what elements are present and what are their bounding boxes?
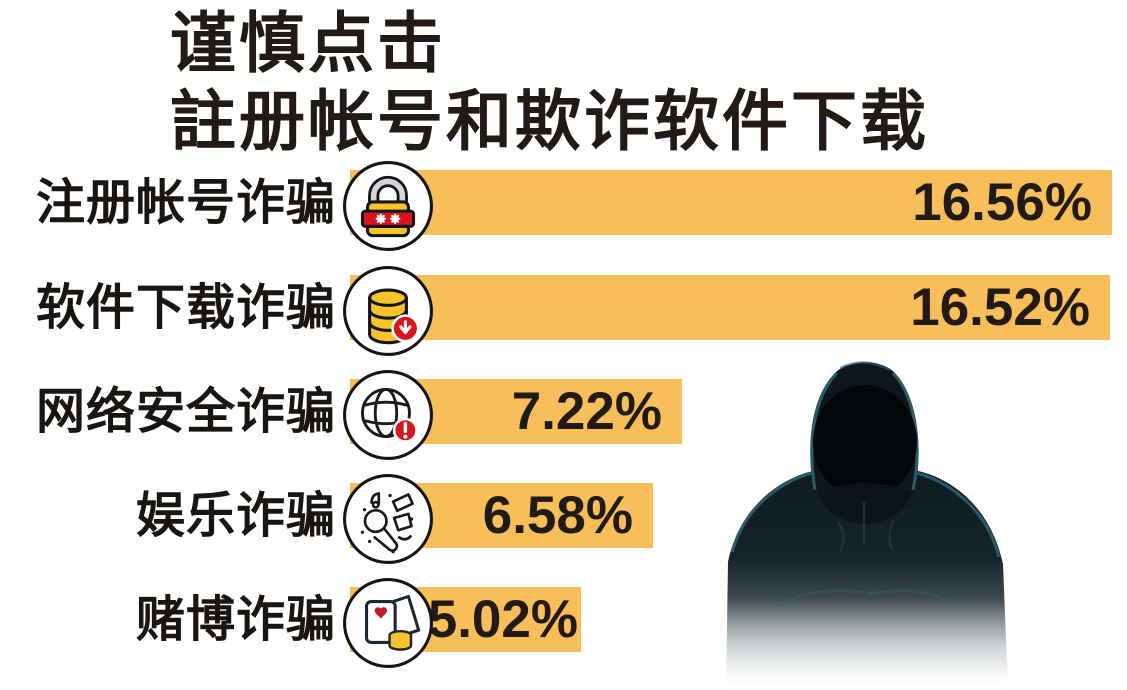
title-line-2: 註册帐号和欺诈软件下载	[170, 84, 929, 158]
bar-category-label: 软件下载诈骗	[35, 281, 336, 335]
playing-cards-icon	[342, 577, 434, 669]
bar: 16.56%	[350, 170, 1112, 235]
chart-row: 娱乐诈骗 6.58%	[0, 474, 1127, 564]
hooded-figure-silhouette	[718, 361, 1013, 690]
chart-title: 谨慎点击 註册帐号和欺诈软件下载	[170, 4, 929, 160]
bar-category-label: 网络安全诈骗	[35, 385, 336, 439]
bar-category-label: 娱乐诈骗	[135, 489, 336, 543]
globe-alert-icon	[342, 369, 434, 461]
padlock-icon	[342, 160, 434, 252]
hooded-figure-image	[718, 352, 1013, 690]
chart-row: 网络安全诈骗 7.22%	[0, 370, 1127, 460]
bar-value-label: 16.56%	[912, 173, 1092, 232]
chart-row: 赌博诈骗 5.02%	[0, 578, 1127, 668]
title-line-1: 谨慎点击	[170, 6, 446, 80]
chart-row: 注册帐号诈骗 16.56%	[0, 161, 1127, 251]
coins-download-icon	[342, 265, 434, 357]
bar-category-label: 注册帐号诈骗	[35, 176, 336, 230]
chart-row: 软件下载诈骗 16.52%	[0, 266, 1127, 356]
bar-value-label: 6.58%	[482, 486, 633, 545]
bar-value-label: 7.22%	[511, 382, 662, 441]
bar-value-label: 5.02%	[427, 590, 578, 649]
bar-value-label: 16.52%	[910, 278, 1090, 337]
bar-category-label: 赌博诈骗	[135, 593, 336, 647]
microphone-music-icon	[342, 473, 434, 565]
bar: 16.52%	[350, 275, 1110, 340]
